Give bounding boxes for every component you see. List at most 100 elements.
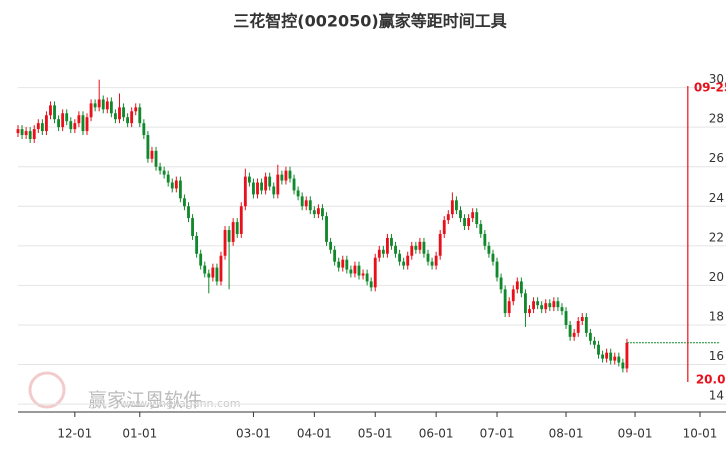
candle-body: [264, 176, 268, 191]
candle-body: [312, 210, 316, 215]
candle-body: [61, 113, 65, 128]
x-tick-label: 12-01: [57, 427, 92, 441]
candle-body: [174, 180, 178, 189]
candle-body: [85, 117, 89, 132]
candle-body: [126, 117, 130, 124]
y-tick-label: 22: [709, 230, 724, 244]
candle-body: [199, 253, 203, 266]
candle-body: [300, 196, 304, 207]
x-tick-label: 01-01: [122, 427, 157, 441]
candle-body: [268, 176, 272, 187]
candle-body: [337, 261, 341, 268]
x-tick-label: 04-01: [297, 427, 332, 441]
candle-body: [568, 324, 572, 337]
candle-body: [154, 150, 158, 167]
candle-body: [325, 216, 328, 242]
candle-body: [36, 123, 40, 130]
candle-body: [353, 265, 357, 274]
candle-body: [365, 273, 369, 282]
candle-body: [321, 208, 324, 217]
candle-body: [519, 281, 523, 294]
candle-body: [239, 206, 243, 234]
candle-body: [40, 123, 44, 132]
candle-body: [191, 218, 194, 236]
watermark-url: www.yingjiagann.com: [120, 397, 241, 410]
candle-body: [44, 115, 48, 132]
candle-body: [105, 101, 109, 110]
y-tick-label: 18: [709, 309, 724, 323]
candle-body: [101, 99, 105, 110]
candle-body: [97, 99, 101, 108]
candle-body: [601, 354, 604, 359]
candle-body: [487, 245, 491, 254]
candle-body: [621, 362, 625, 369]
candle-body: [625, 342, 629, 369]
candle-body: [130, 111, 134, 124]
candle-body: [32, 129, 36, 139]
candle-body: [296, 190, 300, 197]
candle-body: [247, 176, 251, 183]
candle-body: [20, 129, 24, 136]
candle-body: [410, 245, 414, 256]
candle-body: [438, 233, 442, 256]
candle-body: [434, 255, 438, 266]
candle-body: [57, 119, 61, 128]
candle-body: [398, 253, 402, 262]
watermark-logo: [28, 371, 66, 409]
candle-body: [24, 131, 28, 136]
candle-body: [446, 214, 450, 221]
candle-body: [122, 107, 125, 118]
candle-body: [524, 293, 527, 314]
candle-body: [329, 241, 333, 250]
y-tick-label: 16: [709, 349, 724, 363]
watermark-circle: [28, 371, 66, 409]
candle-body: [471, 212, 475, 219]
candle-body: [114, 113, 117, 120]
candle-body: [276, 174, 280, 195]
candle-body: [227, 230, 231, 242]
candle-body: [442, 220, 446, 234]
candle-body: [345, 259, 349, 270]
candle-body: [162, 170, 166, 175]
candle-body: [252, 182, 255, 195]
candle-body: [308, 200, 312, 211]
candle-body: [507, 301, 511, 314]
candle-body: [556, 301, 560, 308]
x-tick-label: 09-01: [618, 427, 653, 441]
x-tick-label: 05-01: [358, 427, 393, 441]
candle-body: [49, 105, 52, 116]
x-tick-label: 10-01: [683, 427, 718, 441]
candle-body: [394, 245, 397, 254]
candle-body: [211, 267, 215, 278]
candle-body: [564, 311, 568, 325]
candle-body: [576, 321, 580, 333]
candle-body: [499, 277, 503, 290]
candle-body: [235, 222, 239, 234]
candle-body: [69, 121, 73, 130]
candle-body: [483, 233, 487, 246]
candle-body: [560, 307, 564, 312]
candle-body: [361, 273, 365, 276]
candle-body: [536, 301, 540, 306]
candle-body: [491, 253, 495, 262]
candle-body: [138, 107, 142, 124]
candle-body: [572, 332, 576, 337]
y-tick-label: 30: [709, 72, 724, 86]
candle-body: [243, 176, 247, 207]
candle-body: [528, 309, 531, 314]
x-tick-label: 03-01: [236, 427, 271, 441]
candle-body: [16, 129, 20, 134]
candle-body: [617, 356, 621, 363]
candle-body: [304, 200, 308, 207]
candle-body: [605, 352, 609, 359]
candle-body: [373, 257, 377, 288]
candle-body: [450, 200, 454, 215]
candle-body: [280, 174, 284, 181]
candle-body: [170, 182, 174, 189]
candle-body: [369, 281, 373, 288]
candle-body: [256, 182, 259, 195]
candle-body: [613, 356, 617, 361]
candle-body: [118, 107, 121, 120]
candle-body: [503, 289, 507, 314]
